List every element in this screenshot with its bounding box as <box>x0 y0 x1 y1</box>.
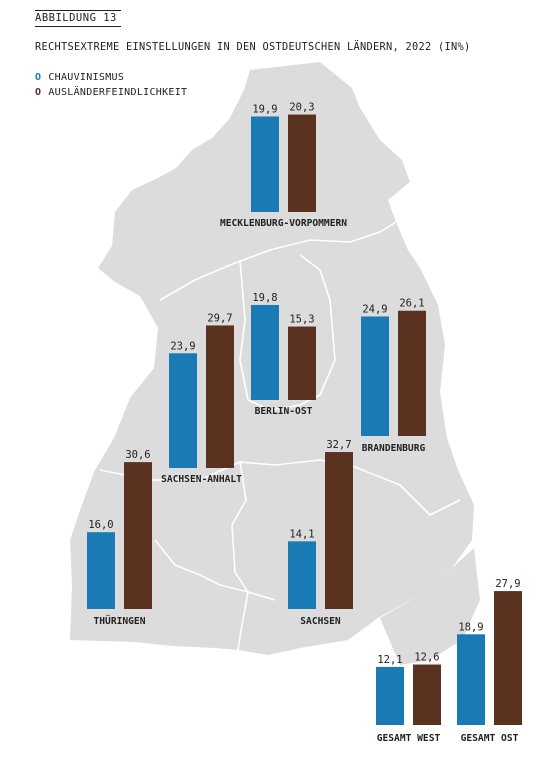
bar-chauvinismus <box>87 532 115 609</box>
legend-label: CHAUVINISMUS <box>48 72 125 83</box>
bar-group: 24,9 26,1 BRANDENBURG <box>361 298 426 454</box>
circle-marker-icon: O <box>35 87 42 98</box>
bar-value-label: 14,1 <box>289 528 314 540</box>
bar-value-label: 12,6 <box>414 652 439 664</box>
state-border <box>239 254 336 411</box>
bar-value-label: 27,9 <box>495 578 520 590</box>
bar-group: 14,1 32,7 SACHSEN <box>288 439 353 627</box>
circle-marker-icon: O <box>35 72 42 83</box>
state-border <box>231 461 249 651</box>
bar-layer: 19,9 20,3 MECKLENBURG-VORPOMMERN 19,8 15,3 BE… <box>87 102 522 744</box>
legend-item-auslaenderfeindlichkeit: O AUSLÄNDERFEINDLICHKEIT <box>35 85 187 100</box>
bar-chauvinismus <box>376 666 404 725</box>
bar-value-label: 18,9 <box>458 621 483 633</box>
bar-group: 18,9 27,9 GESAMT OST <box>457 578 522 744</box>
bar-auslaenderfeindlichkeit <box>494 591 522 725</box>
bar-group: 19,8 15,3 BERLIN-OST <box>251 292 316 417</box>
bar-chauvinismus <box>251 116 279 212</box>
bar-value-label: 15,3 <box>289 314 314 326</box>
category-label: SACHSEN-ANHALT <box>161 474 242 485</box>
bar-auslaenderfeindlichkeit <box>413 664 441 725</box>
bar-group: 23,9 29,7 SACHSEN-ANHALT <box>161 312 242 485</box>
chart-title: RECHTSEXTREME EINSTELLUNGEN IN DEN OSTDE… <box>35 41 471 53</box>
state-border <box>154 539 276 601</box>
bar-group: 12,1 12,6 GESAMT WEST <box>376 652 441 744</box>
category-label: THÜRINGEN <box>94 613 146 627</box>
bar-auslaenderfeindlichkeit <box>288 326 316 400</box>
state-border <box>159 221 397 301</box>
category-label: BERLIN-OST <box>255 406 313 417</box>
bar-value-label: 20,3 <box>289 102 314 114</box>
bar-value-label: 16,0 <box>88 519 113 531</box>
bar-group: 16,0 30,6 THÜRINGEN <box>87 449 152 627</box>
legend-item-chauvinismus: O CHAUVINISMUS <box>35 70 187 85</box>
map-south-extension <box>380 548 480 665</box>
category-label: BRANDENBURG <box>362 443 426 454</box>
bar-chauvinismus <box>288 541 316 609</box>
bar-chauvinismus <box>169 353 197 468</box>
bar-chauvinismus <box>457 634 485 725</box>
category-label: SACHSEN <box>300 616 341 627</box>
bar-value-label: 29,7 <box>207 312 232 324</box>
bar-auslaenderfeindlichkeit <box>124 462 152 609</box>
bar-auslaenderfeindlichkeit <box>288 114 316 212</box>
bar-value-label: 26,1 <box>399 298 424 310</box>
bar-auslaenderfeindlichkeit <box>325 452 353 609</box>
state-border <box>99 459 461 516</box>
category-label: GESAMT WEST <box>377 733 441 744</box>
bar-chauvinismus <box>251 304 279 400</box>
state-borders <box>99 221 461 651</box>
legend-label: AUSLÄNDERFEINDLICHKEIT <box>48 87 188 98</box>
bar-value-label: 23,9 <box>170 340 195 352</box>
bar-value-label: 19,8 <box>252 292 277 304</box>
bar-value-label: 19,9 <box>252 103 277 115</box>
bar-value-label: 24,9 <box>362 303 387 315</box>
bar-value-label: 30,6 <box>125 449 150 461</box>
figure-label: ABBILDUNG 13 <box>35 10 121 27</box>
category-label: MECKLENBURG-VORPOMMERN <box>220 218 347 229</box>
bar-chauvinismus <box>361 316 389 436</box>
category-label: GESAMT OST <box>461 733 519 744</box>
bar-value-label: 12,1 <box>377 654 402 666</box>
bar-auslaenderfeindlichkeit <box>398 310 426 436</box>
bar-value-label: 32,7 <box>326 439 351 451</box>
legend: O CHAUVINISMUS O AUSLÄNDERFEINDLICHKEIT <box>35 70 187 100</box>
bar-auslaenderfeindlichkeit <box>206 325 234 468</box>
bar-group: 19,9 20,3 MECKLENBURG-VORPOMMERN <box>220 102 347 229</box>
